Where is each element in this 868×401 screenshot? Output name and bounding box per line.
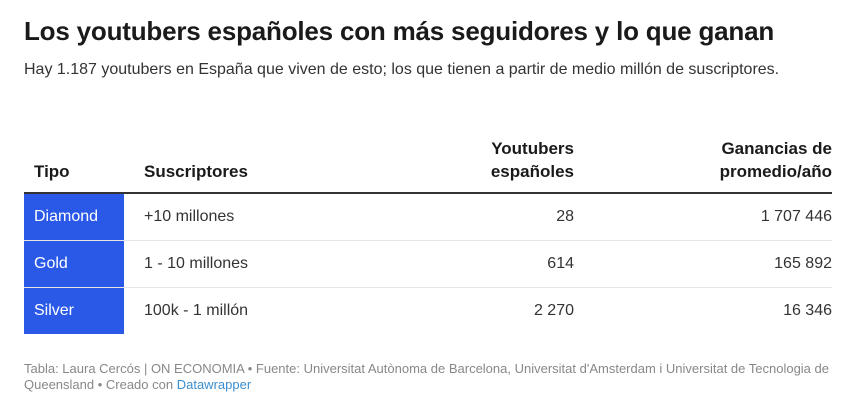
column-header-ganancias-label: Ganancias de promedio/año	[719, 139, 832, 181]
column-header-suscriptores: Suscriptores	[124, 137, 354, 194]
youtubers-cell: 614	[354, 240, 574, 288]
table-row: Diamond +10 millones 28 1 707 446	[24, 193, 832, 241]
youtubers-cell: 2 270	[533, 302, 574, 319]
table-header-row: Tipo Suscriptores Youtubers españoles Ga…	[24, 137, 832, 194]
table-row: Gold 1 - 10 millones 614 165 892	[24, 240, 832, 288]
ganancias-cell: 16 346	[783, 302, 832, 319]
ganancias-cell: 1 707 446	[574, 193, 832, 241]
chart-title: Los youtubers españoles con más seguidor…	[24, 16, 775, 46]
table-row: Silver 100k - 1 millón 2 270 16 346	[24, 287, 832, 334]
chart-container: Los youtubers españoles con más seguidor…	[24, 14, 844, 334]
tipo-cell: Diamond	[24, 193, 124, 241]
footer-credits: Tabla: Laura Cercós | ON ECONOMIA • Fuen…	[24, 361, 829, 392]
column-header-youtubers-label: Youtubers españoles	[490, 139, 574, 181]
data-table: Tipo Suscriptores Youtubers españoles Ga…	[24, 137, 832, 334]
suscriptores-cell: +10 millones	[124, 193, 354, 241]
suscriptores-cell: 100k - 1 millón	[144, 302, 249, 319]
suscriptores-cell: 1 - 10 millones	[124, 240, 354, 288]
column-header-youtubers: Youtubers españoles	[354, 137, 574, 194]
tipo-cell: Silver	[24, 287, 124, 334]
chart-footer: Tabla: Laura Cercós | ON ECONOMIA • Fuen…	[24, 361, 834, 393]
ganancias-cell: 165 892	[574, 240, 832, 288]
column-header-ganancias: Ganancias de promedio/año	[574, 137, 832, 194]
column-header-tipo: Tipo	[24, 137, 124, 194]
datawrapper-link[interactable]: Datawrapper	[176, 377, 252, 392]
tipo-cell: Gold	[24, 240, 124, 288]
youtubers-cell: 28	[354, 193, 574, 241]
chart-subtitle: Hay 1.187 youtubers en España que viven …	[24, 61, 780, 78]
